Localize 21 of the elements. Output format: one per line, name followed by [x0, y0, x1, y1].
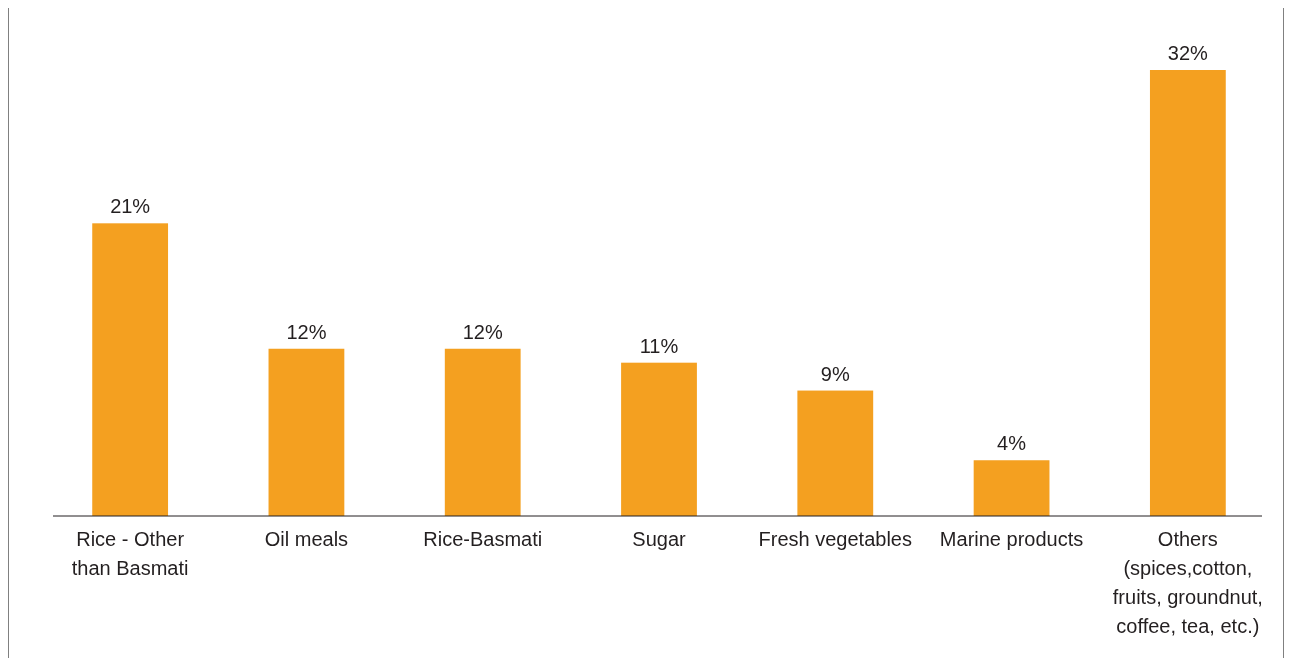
data-label: 9%	[820, 362, 850, 385]
x-tick-label: Sugar	[632, 528, 687, 550]
bar	[1149, 70, 1226, 516]
bar	[973, 460, 1050, 516]
data-label: 21%	[110, 195, 151, 218]
x-tick-label: Marine products	[939, 528, 1084, 550]
bar	[444, 348, 521, 516]
data-label: 32%	[1167, 42, 1209, 64]
bar	[797, 390, 874, 516]
bar	[268, 348, 345, 516]
x-tick-label: Fresh vegetables	[758, 528, 912, 550]
data-label: 12%	[462, 320, 503, 343]
data-label: 11%	[639, 334, 679, 357]
x-tick-label: Rice-Basmati	[423, 528, 543, 550]
data-label: 4%	[997, 432, 1027, 455]
bar	[621, 362, 697, 516]
bar	[92, 223, 169, 516]
x-tick-label: Others (spices,cotton, fruits, groundnut, coffee, tea, etc.)	[1112, 528, 1263, 637]
x-tick-label: Rice - Other than Basmati	[71, 528, 189, 579]
data-label: 12%	[286, 320, 327, 343]
x-tick-label: Oil meals	[264, 528, 349, 550]
